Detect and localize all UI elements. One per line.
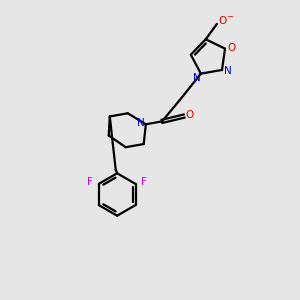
Text: N: N: [224, 66, 232, 76]
Text: F: F: [141, 177, 147, 188]
Text: O: O: [186, 110, 194, 120]
Text: ⁺: ⁺: [201, 70, 205, 79]
Text: O: O: [227, 43, 236, 53]
Text: O: O: [218, 16, 226, 26]
Text: −: −: [226, 12, 233, 21]
Text: F: F: [87, 177, 93, 188]
Text: N: N: [137, 118, 144, 128]
Text: N: N: [193, 73, 200, 83]
